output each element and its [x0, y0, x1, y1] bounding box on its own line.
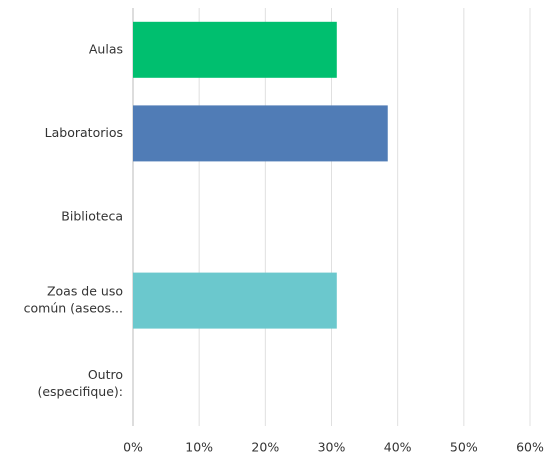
y-tick-label: Zoas de uso — [47, 284, 123, 299]
bar — [133, 272, 337, 329]
x-tick-label: 60% — [516, 440, 544, 455]
x-tick-label: 20% — [251, 440, 279, 455]
y-tick-label: Outro — [88, 367, 123, 382]
x-tick-label: 40% — [384, 440, 412, 455]
x-tick-label: 0% — [123, 440, 143, 455]
y-tick-label: común (aseos... — [24, 301, 123, 316]
y-tick-label: Aulas — [89, 41, 123, 56]
bar — [133, 21, 337, 78]
x-tick-label: 10% — [185, 440, 213, 455]
bar — [133, 105, 388, 162]
y-tick-label: (especifique): — [37, 384, 123, 399]
y-tick-label: Biblioteca — [61, 209, 123, 224]
x-tick-label: 50% — [450, 440, 478, 455]
y-tick-label: Laboratorios — [45, 125, 123, 140]
x-tick-label: 30% — [318, 440, 346, 455]
